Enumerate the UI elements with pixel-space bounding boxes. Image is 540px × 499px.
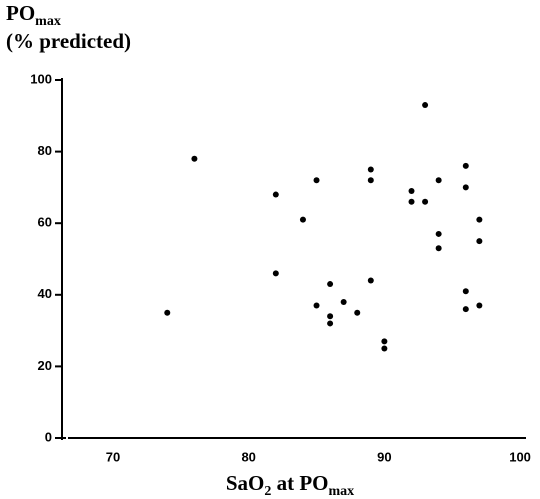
point	[462, 162, 469, 169]
x-label-text: at PO	[271, 471, 328, 495]
y-tick-label: 100	[30, 71, 52, 86]
point	[354, 309, 361, 316]
point	[272, 191, 279, 198]
point	[340, 298, 347, 305]
point	[313, 177, 320, 184]
point	[435, 230, 442, 237]
point	[164, 309, 171, 316]
point	[381, 338, 388, 345]
x-tick-label: 70	[106, 449, 120, 464]
point	[408, 187, 415, 194]
y-label-main: PO	[6, 1, 35, 25]
y-tick-label: 60	[38, 215, 52, 230]
point	[313, 302, 320, 309]
y-tick-label: 80	[38, 143, 52, 158]
point	[327, 320, 334, 327]
x-tick-label: 80	[241, 449, 255, 464]
y-tick-label: 0	[45, 429, 52, 444]
x-tick-label: 90	[377, 449, 391, 464]
point	[422, 102, 429, 109]
y-label-sub: max	[35, 14, 61, 29]
x-label-sub: 2	[264, 484, 271, 499]
point	[367, 177, 374, 184]
x-label-sub: max	[329, 484, 355, 499]
point	[327, 281, 334, 288]
point	[462, 184, 469, 191]
point	[476, 238, 483, 245]
point	[191, 155, 198, 162]
x-label-text: SaO	[226, 471, 265, 495]
point	[435, 177, 442, 184]
point	[367, 277, 374, 284]
point	[476, 302, 483, 309]
x-axis-label: SaO2 at POmax	[226, 471, 354, 499]
point	[476, 216, 483, 223]
point	[327, 313, 334, 320]
point	[299, 216, 306, 223]
y-axis-label: POmax	[6, 1, 61, 29]
x-tick-label: 100	[509, 449, 531, 464]
y-tick-label: 20	[38, 358, 52, 373]
point	[367, 166, 374, 173]
point	[422, 198, 429, 205]
y-axis-label-line2: (% predicted)	[6, 29, 131, 53]
point	[462, 306, 469, 313]
point	[462, 288, 469, 295]
point	[435, 245, 442, 252]
point	[408, 198, 415, 205]
point	[381, 345, 388, 352]
point	[272, 270, 279, 277]
y-tick-label: 40	[38, 286, 52, 301]
